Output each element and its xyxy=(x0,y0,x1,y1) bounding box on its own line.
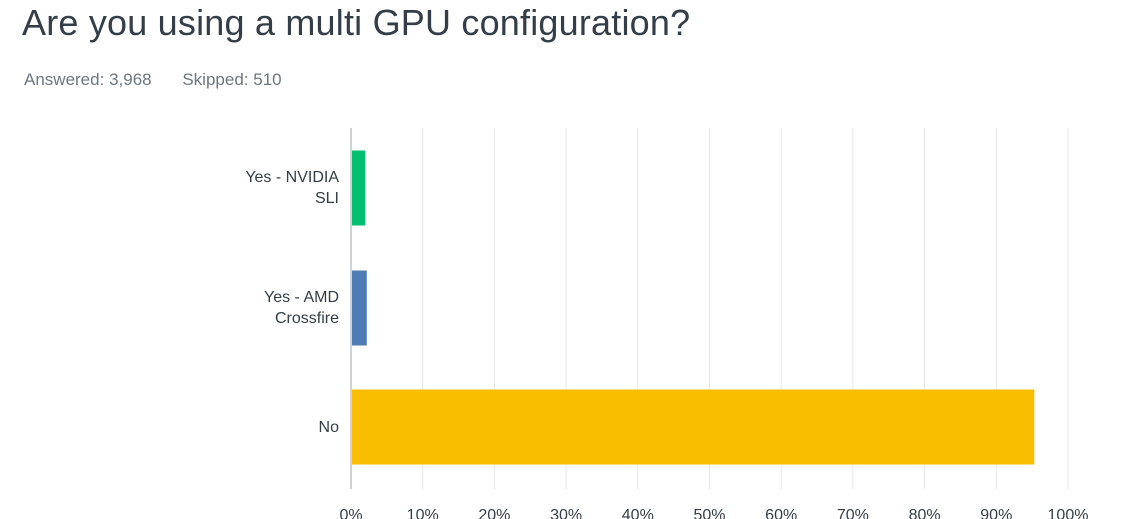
x-tick-label: 70% xyxy=(837,507,869,519)
x-tick-label: 60% xyxy=(765,507,797,519)
question-title: Are you using a multi GPU configuration? xyxy=(22,2,691,43)
answered-value: 3,968 xyxy=(109,70,152,89)
bar-1 xyxy=(352,150,366,226)
x-tick-label: 10% xyxy=(407,507,439,519)
skipped-label: Skipped: xyxy=(182,70,249,89)
category-label-line: No xyxy=(318,418,339,436)
category-label: Yes - AMD Crossfire xyxy=(19,287,339,329)
answered-label: Answered: xyxy=(24,70,105,89)
x-tick-label: 40% xyxy=(622,507,654,519)
x-tick-label: 20% xyxy=(478,507,510,519)
x-tick-label: 90% xyxy=(980,507,1012,519)
x-tick-label: 80% xyxy=(909,507,941,519)
category-label-line: Yes - NVIDIA xyxy=(245,169,339,186)
answered-count: Answered: 3,968 xyxy=(24,70,156,89)
x-tick-label: 50% xyxy=(693,507,725,519)
bar-3 xyxy=(352,389,1035,465)
category-label-line: SLI xyxy=(314,190,339,207)
response-stats: Answered: 3,968 Skipped: 510 xyxy=(24,70,308,90)
skipped-count: Skipped: 510 xyxy=(182,70,281,89)
bar-2 xyxy=(352,270,367,346)
category-label-line: Crossfire xyxy=(274,310,339,327)
x-tick-label: 30% xyxy=(550,507,582,519)
category-label: Yes - NVIDIA SLI xyxy=(19,167,339,209)
category-label: No xyxy=(19,417,339,438)
x-tick-label: 0% xyxy=(339,507,362,519)
x-tick-label: 100% xyxy=(1048,507,1089,519)
category-label-line: Yes - AMD xyxy=(264,289,339,306)
skipped-value: 510 xyxy=(253,70,282,89)
